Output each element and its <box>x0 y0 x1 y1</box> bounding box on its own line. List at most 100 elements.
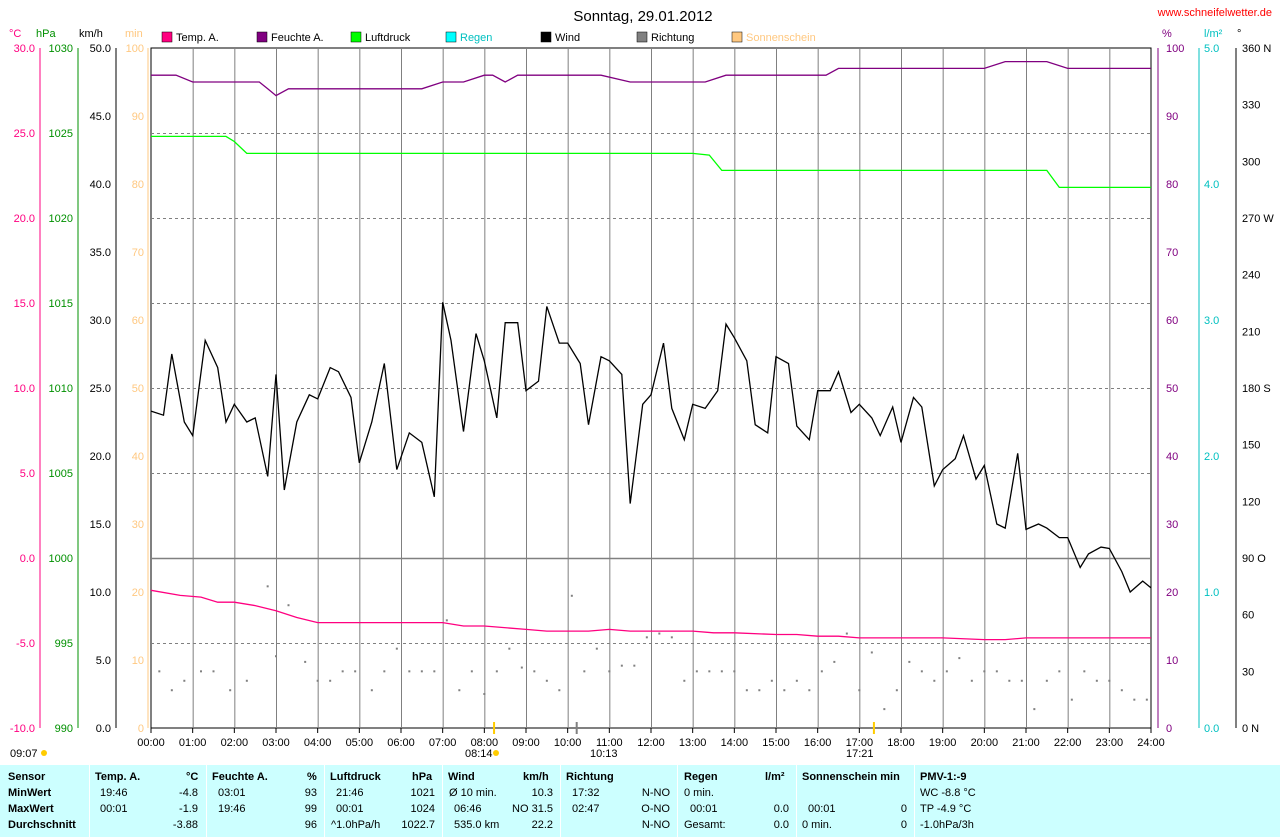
divider <box>560 765 561 837</box>
x-tick-label: 18:00 <box>887 737 915 749</box>
pmv-avg-value: -1.0hPa/3h <box>920 819 974 831</box>
unit-wind: km/h <box>79 28 103 40</box>
x-tick-label: 06:00 <box>387 737 415 749</box>
x-tick-label: 20:00 <box>971 737 999 749</box>
wind-max-time: 06:46 <box>454 803 482 815</box>
direction-point <box>1083 670 1086 673</box>
direction-point <box>720 670 723 673</box>
time-markers <box>41 722 875 756</box>
direction-point <box>620 664 623 667</box>
direction-tick-label: 150 <box>1242 440 1260 452</box>
x-tick-label: 03:00 <box>262 737 290 749</box>
wind-avg-value: 22.2 <box>531 819 553 831</box>
direction-point <box>354 670 357 673</box>
unit-pressure: hPa <box>36 28 56 40</box>
humidity-tick-label: 100 <box>1166 43 1184 55</box>
x-tick-label: 09:00 <box>512 737 540 749</box>
direction-tick-label: 30 <box>1242 666 1254 678</box>
wind-unit: km/h <box>523 771 549 783</box>
weather-chart: 00:00 01:00 02:00 03:00 04:00 05:00 06:00 07:00… <box>9 7 1274 760</box>
direction-point <box>995 670 998 673</box>
wind-tick-label: 25.0 <box>90 383 111 395</box>
direction-point <box>708 670 711 673</box>
x-tick-label: 19:00 <box>929 737 957 749</box>
rain-tick-label: 3.0 <box>1204 315 1219 327</box>
legend-swatch <box>445 31 457 43</box>
legend-label: Sonnenschein <box>746 32 816 44</box>
direction-min-value: N-NO <box>641 787 670 799</box>
wind-tick-label: 50.0 <box>90 43 111 55</box>
legend-label: Temp. A. <box>176 32 219 44</box>
row-label-avg: Durchschnitt <box>8 819 76 831</box>
sun-max-time: 00:01 <box>808 803 836 815</box>
legend-swatch <box>731 31 743 43</box>
unit-temp: °C <box>9 28 21 40</box>
direction-point <box>658 632 661 635</box>
site-link[interactable]: www.schneifelwetter.de <box>1157 7 1272 19</box>
rain-total-label: Gesamt: <box>684 819 726 831</box>
direction-min-time: 17:32 <box>572 787 600 799</box>
direction-point <box>495 670 498 673</box>
pressure-min-time: 21:46 <box>336 787 364 799</box>
humidity-min-time: 03:01 <box>218 787 246 799</box>
rain-tick-label: 4.0 <box>1204 179 1219 191</box>
direction-point <box>545 679 548 682</box>
sun-tick-label: 90 <box>132 111 144 123</box>
direction-point <box>970 679 973 682</box>
sun-icon <box>41 750 47 756</box>
direction-point <box>458 689 461 692</box>
sun-tick-label: 60 <box>132 315 144 327</box>
direction-point <box>470 670 473 673</box>
direction-point <box>983 670 986 673</box>
direction-point <box>329 679 332 682</box>
temp-avg-value: -3.88 <box>172 819 198 831</box>
x-tick-label: 16:00 <box>804 737 832 749</box>
legend-label: Wind <box>555 32 580 44</box>
x-tick-label: 14:00 <box>721 737 749 749</box>
temp-tick-label: 30.0 <box>14 43 35 55</box>
humidity-avg-value: 96 <box>304 819 317 831</box>
wind-min-label: Ø 10 min. <box>449 787 497 799</box>
direction-tick-label: 60 <box>1242 610 1254 622</box>
divider <box>324 765 325 837</box>
legend-label: Luftdruck <box>365 32 411 44</box>
divider <box>206 765 207 837</box>
rain-unit: l/m² <box>765 771 785 783</box>
sun-avg-label: 0 min. <box>802 819 832 831</box>
marker-sunrise-label: 08:14 <box>465 748 493 760</box>
legend-label: Regen <box>460 32 492 44</box>
sun-max-value: 0 <box>900 803 907 815</box>
temp-min-time: 19:46 <box>100 787 128 799</box>
direction-point <box>229 689 232 692</box>
direction-tick-label: 360 N <box>1242 43 1271 55</box>
direction-point <box>408 670 411 673</box>
temp-tick-label: 5.0 <box>20 468 35 480</box>
direction-point <box>645 636 648 639</box>
humidity-tick-label: 70 <box>1166 247 1178 259</box>
wind-tick-label: 15.0 <box>90 519 111 531</box>
direction-point <box>558 689 561 692</box>
direction-point <box>933 679 936 682</box>
pmv-min-value: WC -8.8 °C <box>920 787 976 799</box>
direction-point <box>595 647 598 650</box>
temp-tick-label: -5.0 <box>16 638 35 650</box>
wind-tick-label: 30.0 <box>90 315 111 327</box>
temp-header: Temp. A. <box>95 771 141 783</box>
wind-header: Wind <box>448 771 475 783</box>
x-tick-label: 24:00 <box>1137 737 1165 749</box>
temp-tick-label: 25.0 <box>14 128 35 140</box>
direction-point <box>695 670 698 673</box>
temp-tick-label: 20.0 <box>14 213 35 225</box>
direction-point <box>858 689 861 692</box>
wind-tick-label: 10.0 <box>90 587 111 599</box>
pressure-header: Luftdruck <box>330 771 381 783</box>
sun-header: Sonnenschein min <box>802 771 900 783</box>
temp-min-value: -4.8 <box>179 787 198 799</box>
direction-point <box>483 693 486 695</box>
x-tick-label: 15:00 <box>762 737 790 749</box>
direction-point <box>920 670 923 673</box>
grid <box>150 47 1152 729</box>
rain-min-label: 0 min. <box>684 787 714 799</box>
direction-point <box>958 657 961 660</box>
x-tick-label: 12:00 <box>637 737 665 749</box>
